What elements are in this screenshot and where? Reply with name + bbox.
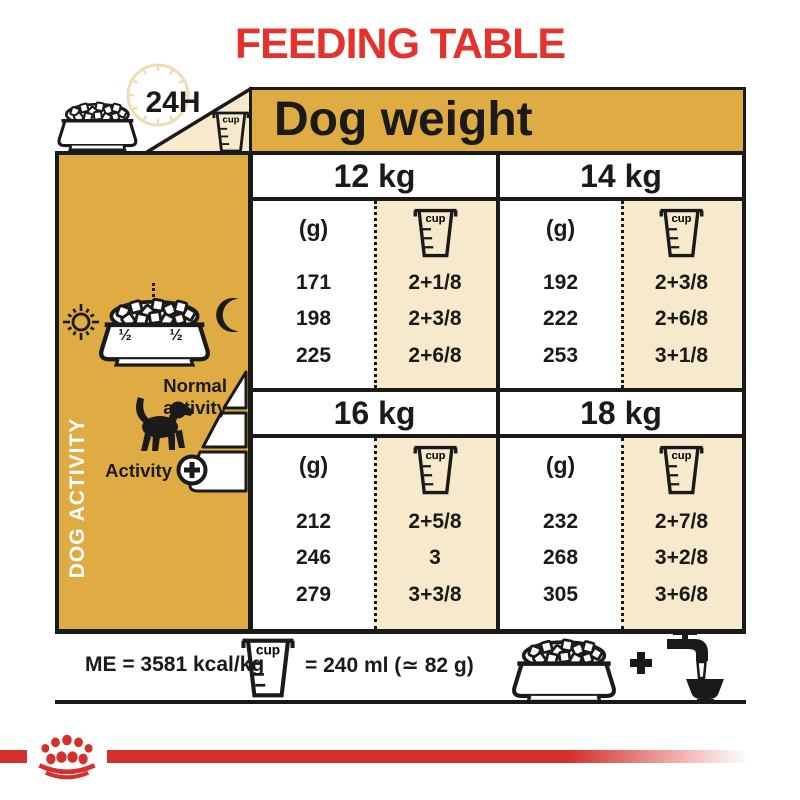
measuring-cup-icon: cup [659, 208, 704, 258]
cups-value: 3+1/8 [654, 344, 709, 367]
footer-info-strip: ME = 3581 kcal/kg cup = 240 ml (≃ 82 g) [55, 630, 746, 704]
cups-value: 3+6/8 [654, 583, 709, 606]
me-kcal-label: ME = 3581 kcal/kg [85, 653, 265, 676]
measuring-cup-icon: cup [659, 445, 704, 495]
kibble-bowl-icon [57, 100, 138, 152]
svg-text:cup: cup [671, 450, 691, 462]
weight-header-16kg: 16 kg [333, 395, 416, 431]
cups-value: 2+5/8 [408, 510, 462, 533]
quadrant-16kg: (g) cup 212 2+5/8 246 3 279 3+3/8 [253, 438, 496, 629]
quadrant-14kg: (g) cup 192 2+3/8 222 2+6/8 253 3+1/8 [500, 201, 742, 388]
svg-text:cup: cup [223, 115, 240, 126]
cup-column-panel [621, 201, 742, 388]
duration-24h-label: 24H [145, 86, 201, 119]
svg-text:cup: cup [425, 450, 445, 462]
grams-value: 279 [295, 583, 332, 606]
feeding-grid: 12 kg (g) cup 171 2+1/8 198 2+3/8 225 2+… [249, 151, 746, 633]
grams-value: 171 [295, 271, 332, 294]
crown-logo [38, 734, 96, 780]
svg-text:cup: cup [671, 213, 691, 225]
sun-icon [63, 304, 99, 340]
plus-icon [630, 652, 652, 674]
cups-value: 2+3/8 [654, 271, 709, 294]
dog-weight-header: Dog weight [249, 87, 746, 151]
cups-value: 2+7/8 [654, 510, 709, 533]
grams-value: 222 [542, 307, 579, 330]
measuring-cup-icon: cup [413, 445, 458, 495]
measuring-cup-icon: cup [212, 111, 250, 153]
grams-value: 268 [542, 546, 579, 569]
moon-icon [216, 297, 239, 333]
grams-value: 305 [542, 583, 579, 606]
half-left-label: ½ [118, 327, 132, 344]
grams-unit-label: (g) [298, 215, 329, 241]
grams-value: 225 [295, 344, 332, 367]
dog-activity-sidebar: DOG ACTIVITY ½ ½ [55, 151, 252, 633]
grams-unit-label: (g) [545, 215, 576, 241]
cups-value: 2+1/8 [408, 271, 462, 294]
cup-equivalence-label: = 240 ml (≃ 82 g) [305, 654, 474, 677]
activity-label: Activity [105, 460, 172, 481]
cups-value: 2+3/8 [408, 307, 462, 330]
dog-weight-label: Dog weight [274, 93, 533, 146]
page-title: FEEDING TABLE [234, 20, 566, 68]
diagonal-divider [146, 86, 253, 154]
measuring-cup-icon: cup [241, 638, 295, 698]
weight-header-14kg: 14 kg [580, 158, 662, 194]
dog-icon [136, 397, 193, 451]
cups-value: 3+3/8 [408, 583, 462, 606]
grams-unit-label: (g) [298, 452, 329, 478]
dog-activity-vertical-label: DOG ACTIVITY [66, 417, 89, 579]
cups-value: 2+6/8 [654, 307, 709, 330]
quadrant-12kg: (g) cup 171 2+1/8 198 2+3/8 225 2+6/8 [253, 201, 496, 388]
cups-value: 3+2/8 [654, 546, 709, 569]
cup-column-panel [374, 201, 496, 388]
cup-column-panel [621, 438, 742, 629]
grams-value: 232 [542, 510, 579, 533]
grams-value: 253 [542, 344, 579, 367]
weight-header-18kg: 18 kg [580, 395, 662, 431]
water-tap-icon [667, 630, 724, 702]
activity-plus-icon [176, 454, 208, 486]
grams-value: 198 [295, 307, 332, 330]
weight-header-12kg: 12 kg [333, 158, 416, 194]
brand-band-right [107, 750, 748, 763]
svg-text:cup: cup [256, 642, 280, 657]
grams-value: 212 [295, 510, 332, 533]
cup-column-panel [374, 438, 496, 629]
brand-band-left [0, 750, 27, 763]
half-right-label: ½ [169, 327, 183, 344]
grams-value: 192 [542, 271, 579, 294]
svg-text:cup: cup [425, 213, 445, 225]
grams-value: 246 [295, 546, 332, 569]
measuring-cup-icon: cup [413, 208, 458, 258]
grams-unit-label: (g) [545, 452, 576, 478]
cups-value: 2+6/8 [408, 344, 462, 367]
quadrant-18kg: (g) cup 232 2+7/8 268 3+2/8 305 3+6/8 [500, 438, 742, 629]
grid-line [496, 155, 500, 629]
cups-value: 3 [429, 546, 441, 569]
kibble-bowl-icon [503, 634, 625, 704]
